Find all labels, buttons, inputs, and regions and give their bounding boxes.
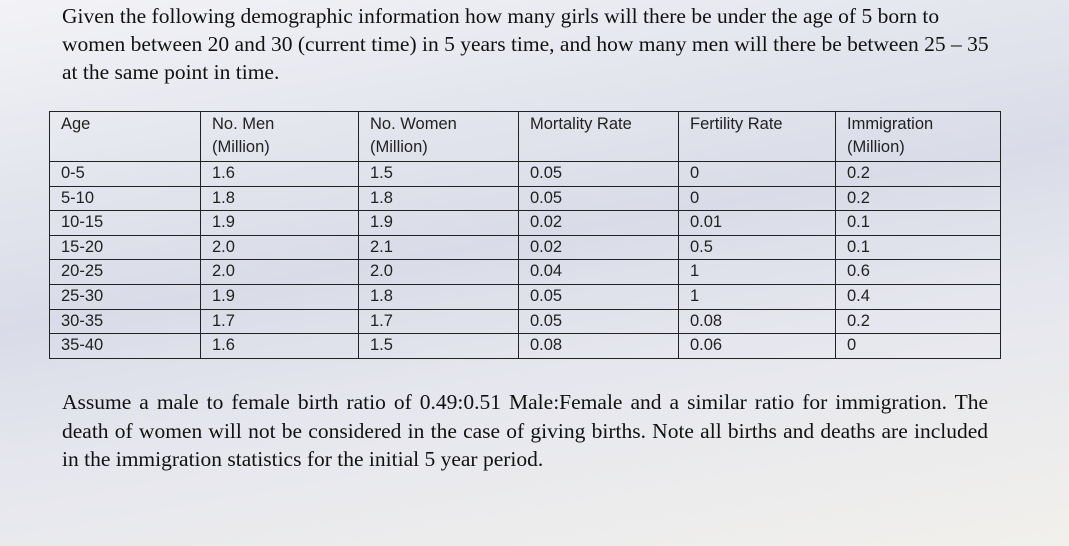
table-cell: 0.05 [518,161,679,187]
table-cell: 1.9 [200,210,359,236]
table-cell: 1.5 [358,333,519,359]
table-cell: 1.6 [200,161,359,187]
table-cell: 35-40 [49,333,201,359]
table-cell: 1.8 [358,283,519,310]
table-cell: 0.08 [518,333,679,359]
table-row: 10-15 1.9 1.9 0.02 0.01 0.1 [49,210,1001,236]
header-cell: Fertility Rate [678,111,836,162]
table-cell: 2.0 [200,234,359,261]
table-cell: 0-5 [49,161,201,187]
header-cell: Mortality Rate [518,111,679,162]
table-cell: 0.6 [835,259,1001,285]
table-cell: 1.5 [358,161,519,187]
table-cell: 1.9 [200,283,359,310]
table-cell: 5-10 [49,185,201,212]
table-cell: 0.4 [835,283,1001,310]
header-cell: Age [49,111,201,162]
table-row: 0-5 1.6 1.5 0.05 0 0.2 [49,161,1001,187]
table-cell: 0.1 [835,210,1001,236]
table-cell: 15-20 [49,234,201,261]
table-cell: 0.05 [518,308,679,335]
table-cell: 0.06 [678,333,836,359]
table-cell: 10-15 [49,210,201,236]
table-cell: 2.0 [358,259,519,285]
table-cell: 0.2 [835,161,1001,187]
table-row: 35-40 1.6 1.5 0.08 0.06 0 [49,333,1001,359]
note: Assume a male to female birth ratio of 0… [62,390,988,471]
table-cell: 0.1 [835,234,1001,261]
table-row: 30-35 1.7 1.7 0.05 0.08 0.2 [49,308,1001,335]
demographics-table: Age No. Men (Million) No. Women (Million) M… [49,111,1001,359]
table-cell: 0 [678,185,836,212]
table-cell: 0 [835,333,1001,359]
table-cell: 0.2 [835,308,1001,335]
table-cell: 30-35 [49,308,201,335]
table-row: 15-20 2.0 2.1 0.02 0.5 0.1 [49,234,1001,261]
table-cell: 25-30 [49,283,201,310]
table-cell: 0.01 [678,210,836,236]
table-cell: 20-25 [49,259,201,285]
table-cell: 1 [678,259,836,285]
table-cell: 0 [678,161,836,187]
table-cell: 1.6 [200,333,359,359]
table-cell: 0.05 [518,283,679,310]
table-cell: 1.7 [200,308,359,335]
header-cell: No. Men (Million) [200,111,359,162]
table-cell: 0.08 [678,308,836,335]
header-cell: Immigration (Million) [835,111,1001,162]
table-cell: 0.2 [835,185,1001,212]
table-row: 20-25 2.0 2.0 0.04 1 0.6 [49,259,1001,285]
table-cell: 0.02 [518,210,679,236]
table-cell: 0.02 [518,234,679,261]
question: Given the following demographic informat… [62,4,989,84]
table-cell: 2.0 [200,259,359,285]
table-row: 5-10 1.8 1.8 0.05 0 0.2 [49,185,1001,212]
table-cell: 0.04 [518,259,679,285]
table-cell: 1.8 [358,185,519,212]
header-row: Age No. Men (Million) No. Women (Million) M… [49,111,1001,162]
table-cell: 1.8 [200,185,359,212]
table-cell: 2.1 [358,234,519,261]
table-cell: 1 [678,283,836,310]
table-body: 0-5 1.6 1.5 0.05 0 0.2 5-10 1.8 1.8 0.05 0 0.2 10-15… [49,161,1001,359]
table-cell: 1.9 [358,210,519,236]
table-cell: 1.7 [358,308,519,335]
table-row: 25-30 1.9 1.8 0.05 1 0.4 [49,283,1001,310]
header-cell: No. Women (Million) [358,111,519,162]
table-cell: 0.05 [518,185,679,212]
table-cell: 0.5 [678,234,836,261]
